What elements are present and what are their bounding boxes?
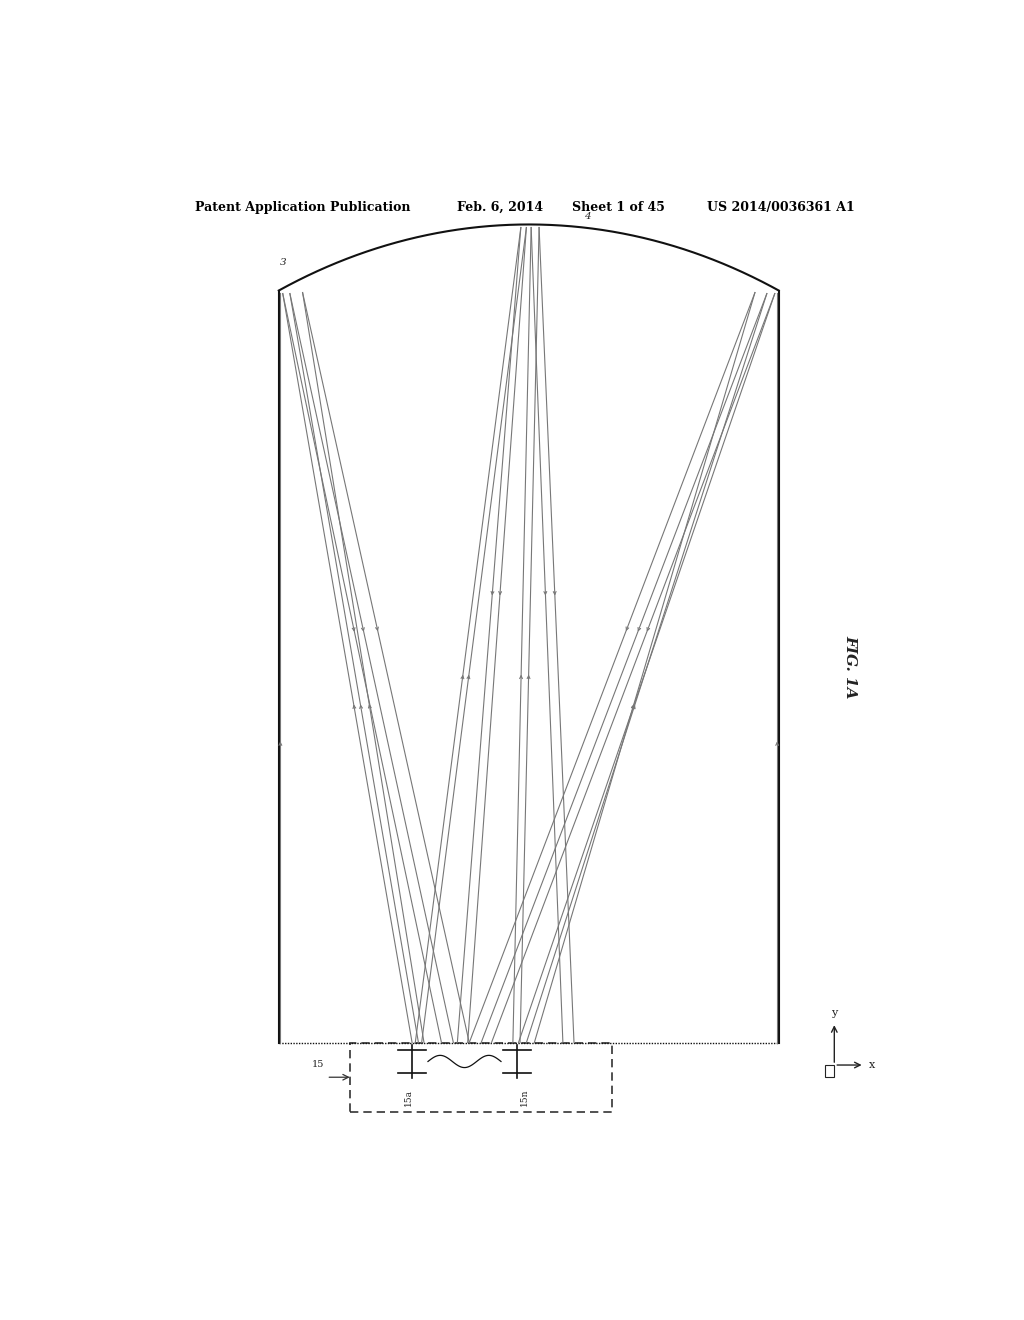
Text: 15n: 15n [520, 1088, 529, 1106]
Bar [824, 1065, 835, 1077]
Text: 15: 15 [311, 1060, 324, 1069]
Bar [350, 1043, 612, 1111]
Text: 15a: 15a [403, 1089, 413, 1106]
Text: Feb. 6, 2014: Feb. 6, 2014 [458, 201, 544, 214]
Text: x: x [868, 1060, 874, 1071]
Text: 4: 4 [585, 213, 591, 222]
Text: y: y [831, 1008, 838, 1018]
Text: Sheet 1 of 45: Sheet 1 of 45 [572, 201, 666, 214]
Text: 3: 3 [281, 259, 287, 267]
Text: US 2014/0036361 A1: US 2014/0036361 A1 [708, 201, 855, 214]
Text: FIG. 1A: FIG. 1A [843, 635, 857, 698]
Text: Patent Application Publication: Patent Application Publication [196, 201, 411, 214]
